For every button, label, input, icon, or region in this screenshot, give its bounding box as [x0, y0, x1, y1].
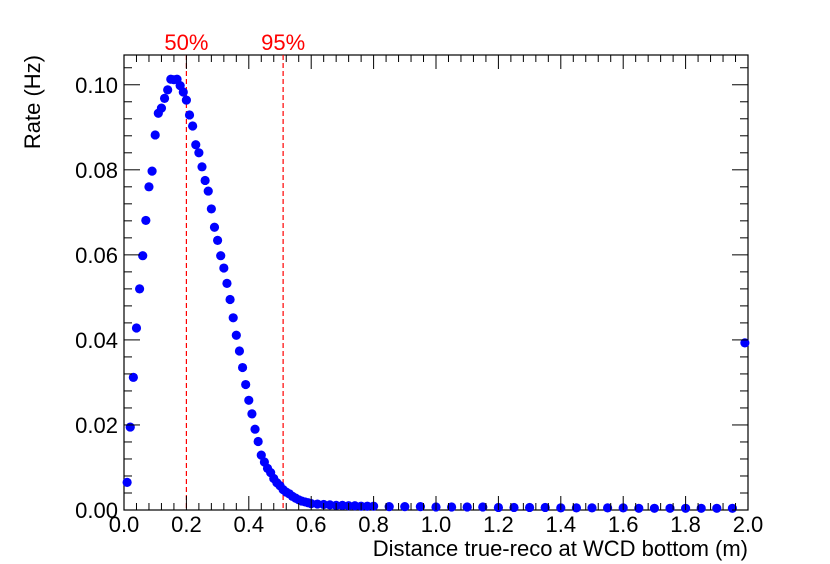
- threshold-lines: 50% 95%: [164, 30, 305, 510]
- x-tick-label: 0.2: [171, 512, 202, 537]
- data-point: [228, 313, 238, 323]
- x-tick-label: 0.4: [234, 512, 265, 537]
- y-tick-label: 0.08: [75, 158, 118, 183]
- data-point: [159, 93, 170, 103]
- data-point: [415, 501, 425, 512]
- data-point: [253, 436, 263, 447]
- y-axis-title: Rate (Hz): [20, 55, 45, 149]
- data-point: [125, 422, 135, 432]
- data-point: [225, 294, 235, 305]
- data-point: [216, 251, 226, 261]
- data-point: [740, 338, 750, 348]
- data-point: [178, 87, 188, 97]
- data-point: [447, 502, 457, 512]
- data-point: [462, 502, 472, 512]
- data-point: [540, 502, 550, 513]
- data-point: [203, 186, 213, 196]
- x-tick-label: 1.2: [483, 512, 514, 537]
- y-tick-label: 0.02: [75, 413, 118, 438]
- data-point: [135, 284, 145, 294]
- y-tick-label: 0.10: [75, 73, 118, 98]
- data-point: [197, 162, 207, 172]
- x-tick-label: 0.6: [296, 512, 327, 537]
- data-point: [250, 424, 260, 434]
- data-point: [156, 103, 167, 113]
- data-point: [234, 346, 245, 356]
- data-point: [247, 409, 257, 419]
- data-point: [244, 395, 254, 405]
- x-axis-title: Distance true-reco at WCD bottom (m): [373, 536, 748, 561]
- data-point: [209, 222, 220, 232]
- data-point: [241, 379, 251, 390]
- data-point: [138, 251, 148, 261]
- data-point: [571, 503, 582, 513]
- data-point: [184, 110, 195, 120]
- threshold-label: 50%: [164, 30, 208, 55]
- data-point: [525, 502, 535, 513]
- threshold-label: 95%: [261, 30, 305, 55]
- data-point: [603, 503, 613, 513]
- x-tick-label: 1.6: [608, 512, 639, 537]
- data-point: [128, 372, 138, 382]
- data-point: [231, 330, 241, 340]
- data-point: [509, 502, 519, 513]
- y-tick-label: 0.06: [75, 243, 118, 268]
- x-tick-label: 1.0: [421, 512, 452, 537]
- plot-frame: [123, 54, 749, 511]
- data-point: [219, 263, 229, 273]
- x-axis-ticks: 0.0 0.2 0.4 0.6 0.8 1.0 1.2 1.4 1.6 1.8 2.0: [109, 55, 764, 537]
- data-point: [200, 175, 210, 186]
- x-tick-label: 1.8: [670, 512, 701, 537]
- data-point: [181, 95, 191, 105]
- data-point: [237, 362, 248, 373]
- x-tick-label: 2.0: [733, 512, 764, 537]
- data-point: [147, 166, 157, 176]
- data-point: [649, 503, 660, 513]
- x-tick-label: 1.4: [546, 512, 577, 537]
- data-point: [587, 503, 597, 513]
- data-point: [122, 477, 132, 487]
- data-point: [191, 140, 201, 150]
- data-point: [131, 323, 142, 333]
- data-point: [141, 215, 151, 226]
- x-tick-label: 0.0: [109, 512, 140, 537]
- data-point: [222, 278, 232, 288]
- data-point: [150, 130, 160, 140]
- y-axis-ticks: 0.00 0.02 0.04 0.06 0.08 0.10: [75, 67, 748, 523]
- data-point: [384, 501, 394, 512]
- data-point: [188, 121, 198, 131]
- y-tick-label: 0.00: [75, 498, 118, 523]
- data-points: [122, 74, 750, 513]
- data-point: [144, 182, 154, 192]
- data-point: [213, 235, 223, 246]
- data-point: [400, 501, 410, 512]
- data-point: [712, 503, 722, 513]
- data-point: [206, 204, 216, 214]
- x-tick-label: 0.8: [358, 512, 389, 537]
- y-tick-label: 0.04: [75, 328, 118, 353]
- data-point: [696, 503, 706, 513]
- data-point: [634, 503, 644, 513]
- data-point: [478, 502, 488, 512]
- data-point: [727, 503, 738, 513]
- data-point: [163, 85, 173, 95]
- data-point: [194, 148, 204, 158]
- data-point: [665, 503, 675, 513]
